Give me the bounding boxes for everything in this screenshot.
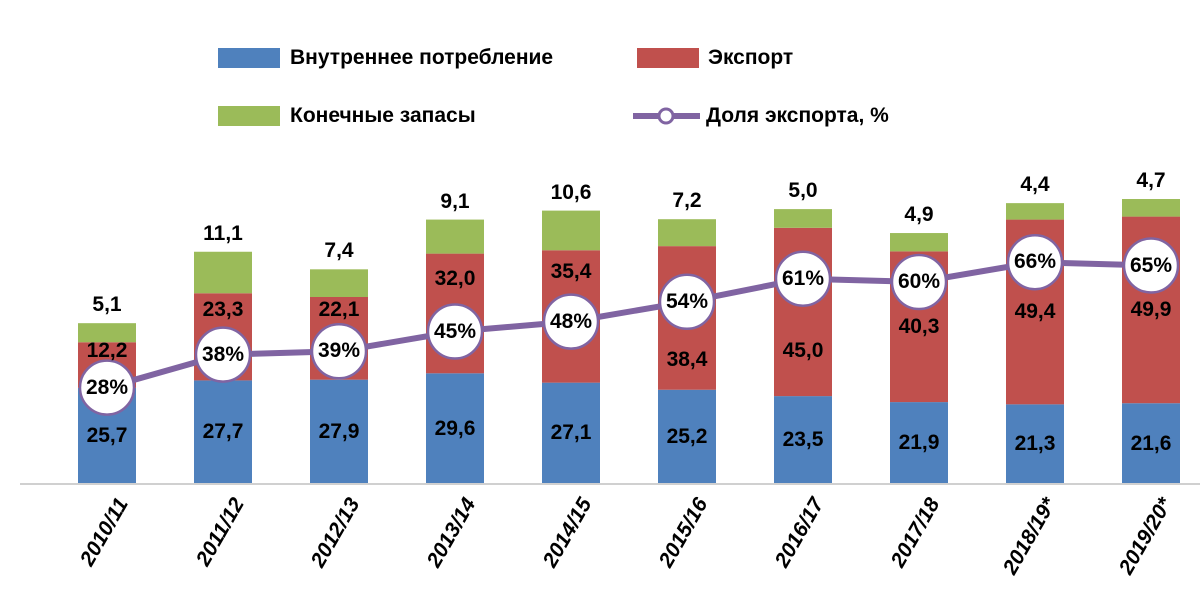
export-share-label: 38% bbox=[201, 342, 245, 366]
label-export: 12,2 bbox=[86, 338, 128, 362]
label-stocks: 10,6 bbox=[550, 180, 592, 204]
export-share-marker bbox=[194, 326, 252, 383]
bar-stocks bbox=[542, 210, 600, 251]
legend-swatch-export bbox=[637, 48, 699, 68]
bar-stocks bbox=[774, 209, 832, 228]
bar-domestic bbox=[1006, 404, 1064, 484]
export-share-line bbox=[106, 259, 1152, 391]
bar-stocks bbox=[1006, 203, 1064, 220]
label-stocks: 9,1 bbox=[440, 189, 470, 213]
export-share-marker bbox=[774, 250, 832, 307]
label-export: 35,4 bbox=[550, 259, 592, 283]
label-stocks: 11,1 bbox=[203, 221, 243, 245]
export-share-label: 45% bbox=[433, 319, 477, 343]
export-share-label: 60% bbox=[897, 270, 941, 293]
export-share-marker bbox=[1006, 233, 1064, 291]
legend-swatch-domestic bbox=[218, 48, 280, 68]
label-domestic: 21,6 bbox=[1130, 431, 1172, 455]
export-share-marker bbox=[426, 303, 484, 360]
label-domestic: 25,7 bbox=[86, 423, 128, 447]
bar-domestic bbox=[426, 373, 484, 484]
bar-stocks bbox=[310, 269, 368, 297]
export-share-label: 65% bbox=[1129, 253, 1173, 277]
bar-domestic bbox=[774, 396, 832, 484]
bar-stocks bbox=[658, 219, 716, 247]
label-domestic: 21,9 bbox=[898, 431, 940, 455]
label-domestic: 25,2 bbox=[666, 424, 708, 448]
label-stocks: 7,2 bbox=[672, 189, 702, 213]
label-export: 49,9 bbox=[1130, 297, 1172, 321]
export-share-label: 61% bbox=[781, 266, 825, 290]
label-domestic: 27,9 bbox=[318, 419, 360, 443]
label-export: 23,3 bbox=[202, 297, 244, 321]
export-share-marker bbox=[310, 323, 368, 380]
label-domestic: 23,5 bbox=[782, 428, 824, 452]
export-share-marker bbox=[78, 359, 136, 416]
bar-stocks bbox=[890, 233, 948, 252]
legend-label-domestic: Внутреннее потребление bbox=[290, 46, 554, 69]
export-share-marker bbox=[1122, 237, 1180, 294]
legend-label-export-share: Доля экспорта, % bbox=[706, 104, 889, 127]
bar-stocks bbox=[78, 323, 136, 343]
label-stocks: 4,4 bbox=[1020, 173, 1050, 197]
bar-domestic bbox=[658, 389, 716, 484]
bar-stocks bbox=[426, 219, 484, 254]
label-stocks: 5,0 bbox=[788, 179, 818, 203]
label-domestic: 29,6 bbox=[434, 416, 476, 440]
export-share-label: 66% bbox=[1013, 250, 1057, 274]
label-domestic: 21,3 bbox=[1014, 432, 1056, 456]
export-share-marker bbox=[890, 253, 948, 311]
export-share-marker bbox=[658, 273, 716, 331]
label-domestic: 27,1 bbox=[550, 421, 592, 445]
export-share-label: 48% bbox=[549, 309, 593, 333]
legend-swatch-stocks bbox=[218, 106, 280, 126]
legend-marker-export-share bbox=[657, 107, 675, 125]
export-share-label: 28% bbox=[85, 375, 129, 399]
bar-stocks bbox=[1122, 199, 1180, 217]
label-export: 40,3 bbox=[898, 314, 940, 338]
label-export: 49,4 bbox=[1014, 299, 1056, 323]
label-stocks: 4,7 bbox=[1136, 169, 1166, 192]
bar-stocks bbox=[194, 251, 252, 294]
label-stocks: 4,9 bbox=[904, 203, 934, 227]
label-stocks: 7,4 bbox=[324, 239, 354, 263]
label-domestic: 27,7 bbox=[202, 420, 244, 444]
label-export: 38,4 bbox=[666, 347, 708, 371]
bar-domestic bbox=[1122, 403, 1180, 484]
bar-domestic bbox=[890, 402, 948, 484]
export-share-marker bbox=[542, 293, 600, 350]
label-stocks: 5,1 bbox=[92, 293, 122, 317]
legend-label-stocks: Конечные запасы bbox=[290, 104, 476, 127]
label-export: 45,0 bbox=[782, 339, 824, 363]
bar-domestic bbox=[542, 382, 600, 484]
label-export: 22,1 bbox=[318, 298, 360, 322]
legend-label-export: Экспорт bbox=[708, 46, 794, 69]
bar-domestic bbox=[194, 380, 252, 484]
export-share-label: 54% bbox=[665, 289, 709, 313]
export-share-label: 39% bbox=[317, 339, 361, 363]
label-export: 32,0 bbox=[434, 266, 476, 290]
bar-domestic bbox=[310, 379, 368, 484]
